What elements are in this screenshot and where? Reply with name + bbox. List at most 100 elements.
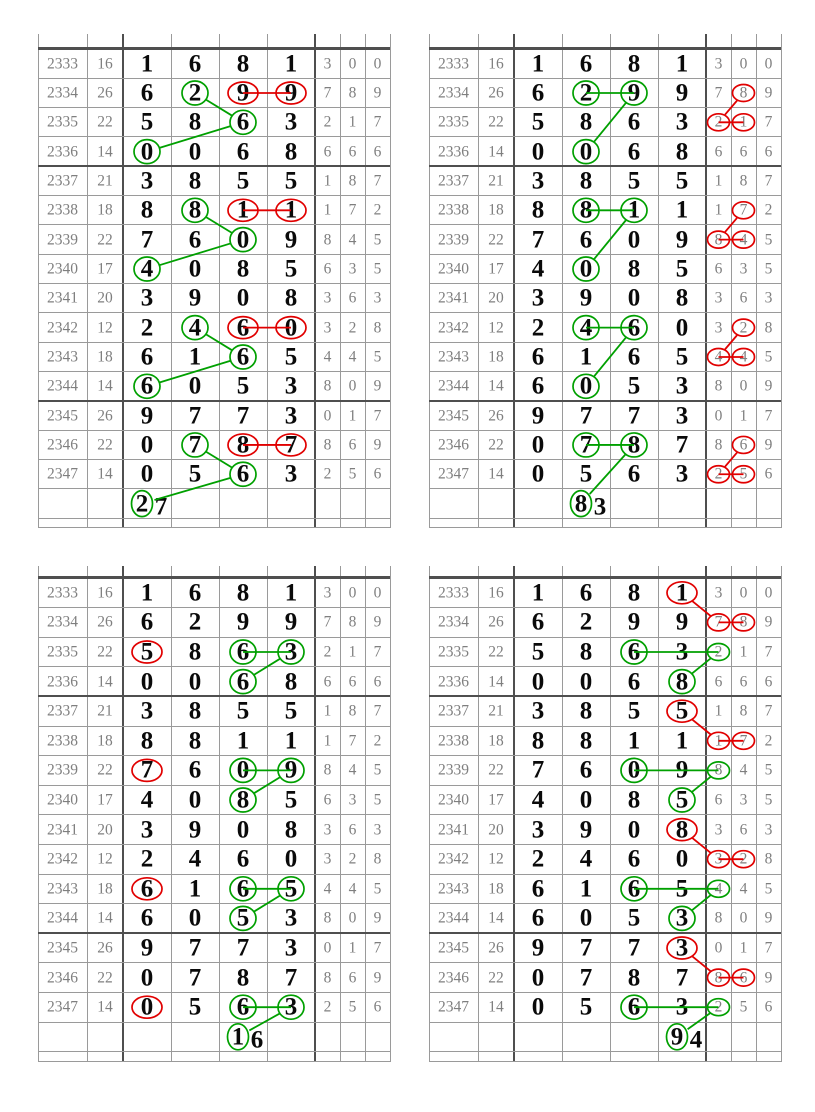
big-digit-cell: 8 (140, 727, 154, 755)
issue-cell: 2334 (47, 84, 78, 102)
big-digit-cell: 6 (236, 875, 250, 903)
small-digit-cell: 5 (373, 761, 382, 779)
big-digit-cell: 0 (531, 668, 545, 696)
big-digit-cell: 6 (627, 460, 641, 488)
big-digit-cell: 7 (284, 431, 298, 459)
big-digit-cell: 8 (531, 196, 545, 224)
issue-cell: 2337 (47, 702, 78, 720)
small-digit-cell: 0 (764, 54, 773, 72)
grid-line (38, 636, 390, 638)
small-digit-cell: 5 (739, 998, 748, 1016)
big-digit-cell: 2 (188, 608, 202, 636)
small-digit-cell: 1 (348, 643, 357, 661)
big-digit-cell: 9 (284, 608, 298, 636)
small-digit-cell: 1 (323, 702, 332, 720)
big-digit-cell: 5 (675, 786, 689, 814)
issue-cell: 2340 (438, 791, 469, 809)
big-digit-cell: 7 (188, 402, 202, 430)
small-digit-cell: 0 (764, 584, 773, 602)
prediction-digit: 9 (670, 1023, 684, 1051)
big-digit-cell: 8 (579, 638, 593, 666)
big-digit-cell: 0 (579, 372, 593, 400)
big-digit-cell: 1 (531, 50, 545, 78)
big-digit-cell: 6 (140, 875, 154, 903)
small-digit-cell: 3 (373, 820, 382, 838)
grid-line (218, 34, 220, 529)
small-digit-cell: 8 (714, 436, 723, 454)
small-digit-cell: 2 (373, 201, 382, 219)
big-digit-cell: 1 (675, 50, 689, 78)
issue-cell: 2347 (438, 998, 469, 1016)
big-digit-cell: 6 (188, 756, 202, 784)
grid-line (170, 34, 172, 529)
big-digit-cell: 7 (188, 934, 202, 962)
grid-line (38, 312, 390, 314)
grid-line (122, 34, 124, 529)
big-digit-cell: 1 (284, 50, 298, 78)
big-digit-cell: 3 (675, 402, 689, 430)
small-digit-cell: 8 (348, 702, 357, 720)
big-digit-cell: 8 (675, 284, 689, 312)
big-digit-cell: 5 (627, 167, 641, 195)
small-digit-cell: 3 (739, 260, 748, 278)
issue-cell: 2344 (47, 909, 78, 927)
small-digit-cell: 6 (348, 142, 357, 160)
small-digit-cell: 0 (323, 406, 332, 424)
small-digit-cell: 7 (764, 702, 773, 720)
small-digit-cell: 6 (739, 672, 748, 690)
issue-cell: 2338 (47, 732, 78, 750)
small-digit-cell: 4 (323, 348, 332, 366)
sum-cell: 14 (97, 672, 113, 690)
big-digit-cell: 6 (579, 226, 593, 254)
grid-line (38, 843, 390, 845)
small-digit-cell: 3 (323, 289, 332, 307)
big-digit-cell: 4 (579, 314, 593, 342)
sum-cell: 18 (488, 880, 504, 898)
grid-line (429, 341, 781, 343)
small-digit-cell: 6 (323, 791, 332, 809)
big-digit-cell: 8 (579, 108, 593, 136)
big-digit-cell: 6 (140, 372, 154, 400)
small-digit-cell: 2 (348, 318, 357, 336)
big-digit-cell: 7 (675, 431, 689, 459)
big-digit-cell: 7 (627, 402, 641, 430)
big-digit-cell: 3 (675, 904, 689, 932)
big-digit-cell: 9 (675, 79, 689, 107)
big-digit-cell: 8 (236, 255, 250, 283)
big-digit-cell: 8 (531, 727, 545, 755)
grid-line (429, 814, 781, 816)
sum-cell: 26 (97, 613, 113, 631)
small-digit-cell: 1 (714, 732, 723, 750)
sum-cell: 22 (97, 230, 113, 248)
sum-cell: 17 (97, 260, 113, 278)
big-digit-cell: 0 (531, 431, 545, 459)
big-digit-cell: 5 (675, 167, 689, 195)
big-digit-cell: 6 (236, 668, 250, 696)
sum-cell: 20 (97, 289, 113, 307)
grid-line (609, 34, 611, 529)
lottery-table-bottom-left: 2333 16 1 6 8 1 3 0 0 2334 26 6 2 9 9 7 8 9 2335 22 5 8 6 3 2 1 7 2… (37, 566, 391, 1062)
small-digit-cell: 4 (323, 880, 332, 898)
small-digit-cell: 6 (739, 289, 748, 307)
grid-line (38, 527, 390, 529)
sum-cell: 12 (488, 318, 504, 336)
grid-line (38, 932, 390, 935)
small-digit-cell: 3 (739, 791, 748, 809)
big-digit-cell: 2 (140, 845, 154, 873)
issue-cell: 2344 (438, 909, 469, 927)
big-digit-cell: 0 (627, 284, 641, 312)
small-digit-cell: 1 (323, 172, 332, 190)
big-digit-cell: 8 (627, 579, 641, 607)
issue-cell: 2346 (47, 968, 78, 986)
small-digit-cell: 5 (373, 230, 382, 248)
grid-line (38, 517, 390, 519)
big-digit-cell: 5 (284, 786, 298, 814)
small-digit-cell: 7 (373, 113, 382, 131)
grid-line (38, 695, 390, 698)
small-digit-cell: 7 (739, 732, 748, 750)
small-digit-cell: 8 (323, 761, 332, 779)
small-digit-cell: 3 (714, 318, 723, 336)
big-digit-cell: 9 (236, 79, 250, 107)
small-digit-cell: 2 (714, 998, 723, 1016)
small-digit-cell: 6 (764, 672, 773, 690)
